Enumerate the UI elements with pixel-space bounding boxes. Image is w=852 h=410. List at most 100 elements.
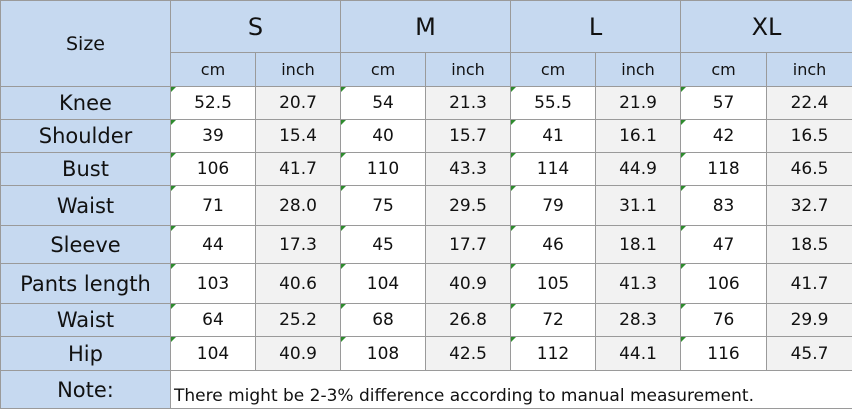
inch-value-cell: 40.9 [254, 336, 342, 371]
size-xl-header: XL [680, 0, 852, 53]
cm-value-cell: 54 [340, 86, 427, 120]
inch-value-cell: 31.1 [595, 185, 682, 226]
table-row: Waist 64 25.2 68 26.8 72 28.3 76 29.9 [0, 303, 852, 337]
cm-value-cell: 55.5 [510, 86, 597, 120]
cm-value-cell: 106 [170, 152, 256, 186]
unit-inch-header: inch [766, 52, 852, 87]
table-row: Hip 104 40.9 108 42.5 112 44.1 116 45.7 [0, 336, 852, 371]
inch-value-cell: 20.7 [254, 86, 342, 120]
inch-value-cell: 29.5 [425, 185, 512, 226]
row-label: Hip [0, 336, 171, 371]
inch-value-cell: 18.5 [766, 225, 852, 264]
unit-cm-header: cm [510, 52, 597, 87]
table-row: Shoulder 39 15.4 40 15.7 41 16.1 42 16.5 [0, 119, 852, 153]
cm-value-cell: 71 [170, 185, 256, 226]
inch-value-cell: 15.7 [425, 119, 512, 153]
cm-value-cell: 112 [510, 336, 597, 371]
cm-value-cell: 44 [170, 225, 256, 264]
note-row: Note: There might be 2-3% difference acc… [0, 370, 852, 409]
unit-cm-header: cm [680, 52, 768, 87]
cm-value-cell: 39 [170, 119, 256, 153]
table-row: Bust 106 41.7 110 43.3 114 44.9 118 46.5 [0, 152, 852, 186]
row-label: Waist [0, 303, 171, 337]
inch-value-cell: 32.7 [766, 185, 852, 226]
size-m-header: M [340, 0, 512, 53]
unit-inch-header: inch [254, 52, 342, 87]
cm-value-cell: 42 [680, 119, 768, 153]
row-label: Knee [0, 86, 171, 120]
cm-value-cell: 40 [340, 119, 427, 153]
inch-value-cell: 41.7 [766, 263, 852, 304]
unit-cm-header: cm [170, 52, 256, 87]
table-row: Sleeve 44 17.3 45 17.7 46 18.1 47 18.5 [0, 225, 852, 264]
row-label: Sleeve [0, 225, 171, 264]
cm-value-cell: 45 [340, 225, 427, 264]
cm-value-cell: 114 [510, 152, 597, 186]
inch-value-cell: 42.5 [425, 336, 512, 371]
inch-value-cell: 41.7 [254, 152, 342, 186]
note-label: Note: [0, 370, 171, 409]
inch-value-cell: 44.1 [595, 336, 682, 371]
inch-value-cell: 21.3 [425, 86, 512, 120]
table-row: Pants length 103 40.6 104 40.9 105 41.3 106 41.7 [0, 263, 852, 304]
cm-value-cell: 57 [680, 86, 768, 120]
note-text: There might be 2-3% difference according… [169, 370, 852, 409]
table-row: Knee 52.5 20.7 54 21.3 55.5 21.9 57 22.4 [0, 86, 852, 120]
inch-value-cell: 28.0 [254, 185, 342, 226]
inch-value-cell: 18.1 [595, 225, 682, 264]
cm-value-cell: 79 [510, 185, 597, 226]
inch-value-cell: 43.3 [425, 152, 512, 186]
inch-value-cell: 21.9 [595, 86, 682, 120]
unit-cm-header: cm [340, 52, 427, 87]
cm-value-cell: 64 [170, 303, 256, 337]
cm-value-cell: 104 [170, 336, 256, 371]
inch-value-cell: 40.6 [254, 263, 342, 304]
cm-value-cell: 104 [340, 263, 427, 304]
inch-value-cell: 17.7 [425, 225, 512, 264]
unit-inch-header: inch [595, 52, 682, 87]
inch-value-cell: 41.3 [595, 263, 682, 304]
cm-value-cell: 110 [340, 152, 427, 186]
unit-header-row: cm inch cm inch cm inch cm inch [1, 52, 852, 87]
inch-value-cell: 22.4 [766, 86, 852, 120]
inch-value-cell: 44.9 [595, 152, 682, 186]
cm-value-cell: 108 [340, 336, 427, 371]
cm-value-cell: 118 [680, 152, 768, 186]
inch-value-cell: 46.5 [766, 152, 852, 186]
cm-value-cell: 76 [680, 303, 768, 337]
cm-value-cell: 83 [680, 185, 768, 226]
cm-value-cell: 116 [680, 336, 768, 371]
inch-value-cell: 29.9 [766, 303, 852, 337]
inch-value-cell: 26.8 [425, 303, 512, 337]
cm-value-cell: 75 [340, 185, 427, 226]
size-s-header: S [169, 0, 342, 53]
inch-value-cell: 16.1 [595, 119, 682, 153]
inch-value-cell: 25.2 [254, 303, 342, 337]
size-header-row: Size S M L XL [0, 0, 852, 87]
unit-inch-header: inch [425, 52, 512, 87]
inch-value-cell: 15.4 [254, 119, 342, 153]
cm-value-cell: 41 [510, 119, 597, 153]
cm-value-cell: 103 [170, 263, 256, 304]
measurement-rows: Knee 52.5 20.7 54 21.3 55.5 21.9 57 22.4 Shoulder… [0, 86, 852, 371]
row-label: Waist [0, 185, 171, 226]
cm-value-cell: 68 [340, 303, 427, 337]
cm-value-cell: 46 [510, 225, 597, 264]
cm-value-cell: 52.5 [170, 86, 256, 120]
cm-value-cell: 72 [510, 303, 597, 337]
size-l-header: L [510, 0, 682, 53]
inch-value-cell: 17.3 [254, 225, 342, 264]
row-label: Shoulder [0, 119, 171, 153]
size-column-header: Size [0, 0, 171, 87]
cm-value-cell: 105 [510, 263, 597, 304]
inch-value-cell: 16.5 [766, 119, 852, 153]
inch-value-cell: 45.7 [766, 336, 852, 371]
cm-value-cell: 106 [680, 263, 768, 304]
inch-value-cell: 28.3 [595, 303, 682, 337]
cm-value-cell: 47 [680, 225, 768, 264]
row-label: Bust [0, 152, 171, 186]
row-label: Pants length [0, 263, 171, 304]
table-row: Waist 71 28.0 75 29.5 79 31.1 83 32.7 [0, 185, 852, 226]
inch-value-cell: 40.9 [425, 263, 512, 304]
